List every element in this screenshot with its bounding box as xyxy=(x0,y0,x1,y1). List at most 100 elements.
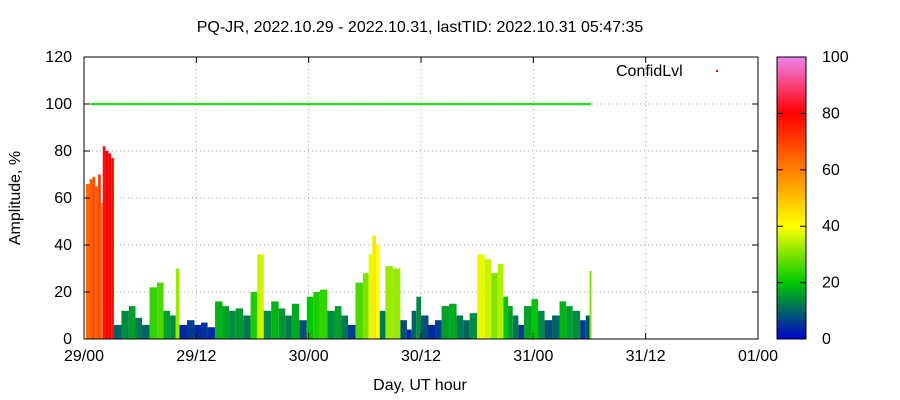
amplitude-bar xyxy=(186,320,195,339)
confidence-point xyxy=(129,103,132,106)
confidence-point xyxy=(510,103,512,106)
confidence-point xyxy=(491,103,494,106)
amplitude-bar xyxy=(491,273,498,339)
x-tick-label: 31/00 xyxy=(513,348,553,365)
amplitude-bar xyxy=(362,273,369,339)
confidence-point xyxy=(378,103,381,106)
confidence-point xyxy=(361,103,364,106)
confidence-point xyxy=(262,103,265,106)
confidence-point xyxy=(248,103,251,106)
confidence-point xyxy=(360,103,362,106)
confidence-point xyxy=(368,103,371,106)
confidence-point xyxy=(365,103,368,106)
confidence-point xyxy=(462,103,465,106)
confidence-point xyxy=(206,103,209,106)
confidence-point xyxy=(464,103,467,106)
confidence-point xyxy=(371,103,374,106)
confidence-point xyxy=(259,103,261,106)
confidence-point xyxy=(515,103,517,106)
confidence-point xyxy=(387,103,389,106)
confidence-point xyxy=(532,103,534,106)
confidence-point xyxy=(373,103,376,106)
confidence-point xyxy=(435,103,438,106)
amplitude-bar xyxy=(589,270,592,339)
amplitude-bar xyxy=(512,315,519,339)
confidence-point xyxy=(200,103,202,106)
legend-label: ConfidLvl xyxy=(616,63,683,80)
confidence-point xyxy=(245,103,248,106)
confidence-point xyxy=(169,103,172,106)
confidence-point xyxy=(284,103,287,106)
amplitude-bar xyxy=(376,245,380,339)
confidence-point xyxy=(134,103,137,106)
confidence-point xyxy=(139,103,142,106)
confidence-point xyxy=(235,103,238,106)
confidence-point xyxy=(441,103,443,106)
confidence-point xyxy=(393,103,396,106)
confidence-point xyxy=(481,103,484,106)
confidence-point xyxy=(585,103,588,106)
y-tick-label: 120 xyxy=(45,49,72,66)
confidence-point xyxy=(323,103,325,106)
amplitude-bar xyxy=(327,310,335,339)
confidence-point xyxy=(149,103,152,106)
confidence-point xyxy=(97,103,100,106)
confidence-point xyxy=(174,103,177,106)
confidence-point xyxy=(575,103,578,106)
confidence-point xyxy=(296,103,298,106)
confidence-point xyxy=(168,103,170,106)
confidence-point xyxy=(496,103,499,106)
confidence-point xyxy=(469,103,472,106)
confidence-point xyxy=(530,103,533,106)
confidence-point xyxy=(154,103,157,106)
amplitude-bar xyxy=(299,320,307,339)
amplitude-bar xyxy=(334,306,342,339)
amplitude-bar xyxy=(108,153,112,339)
confidence-point xyxy=(198,103,201,106)
confidence-point xyxy=(328,103,330,106)
amplitude-bar xyxy=(552,315,560,339)
y-tick-label: 80 xyxy=(54,143,72,160)
confidence-point xyxy=(274,103,277,106)
confidence-point xyxy=(437,103,440,106)
confidence-point xyxy=(309,103,312,106)
confidence-point xyxy=(356,103,359,106)
confidence-point xyxy=(269,103,271,106)
confidence-point xyxy=(220,103,223,106)
amplitude-bar xyxy=(89,179,93,339)
confidence-point xyxy=(178,103,180,106)
confidence-point xyxy=(398,103,401,106)
amplitude-bar xyxy=(105,151,109,339)
confidence-point xyxy=(334,103,337,106)
confidence-point xyxy=(270,103,273,106)
colorbar-tick-label: 60 xyxy=(822,162,840,179)
confidence-point xyxy=(205,103,207,106)
confidence-point xyxy=(459,103,462,106)
confidence-point xyxy=(277,103,280,106)
confidence-point xyxy=(163,103,165,106)
confidence-point xyxy=(419,103,421,106)
amplitude-bar xyxy=(142,324,150,339)
confidence-point xyxy=(166,103,169,106)
confidence-point xyxy=(286,103,288,106)
amplitude-bar xyxy=(201,322,208,339)
amplitude-bar xyxy=(149,287,158,339)
colorbar-tick-label: 40 xyxy=(822,218,840,235)
confidence-point xyxy=(558,103,561,106)
confidence-point xyxy=(382,103,384,106)
y-tick-label: 20 xyxy=(54,284,72,301)
amplitude-bar xyxy=(372,235,377,339)
confidence-point xyxy=(215,103,218,106)
confidence-point xyxy=(388,103,391,106)
confidence-point xyxy=(449,103,452,106)
confidence-point xyxy=(287,103,290,106)
confidence-point xyxy=(506,103,509,106)
confidence-point xyxy=(115,103,118,106)
confidence-point xyxy=(516,103,519,106)
confidence-point xyxy=(567,103,570,106)
confidence-point xyxy=(112,103,115,106)
amplitude-bar xyxy=(411,310,417,339)
confidence-point xyxy=(253,103,256,106)
confidence-point xyxy=(189,103,192,106)
